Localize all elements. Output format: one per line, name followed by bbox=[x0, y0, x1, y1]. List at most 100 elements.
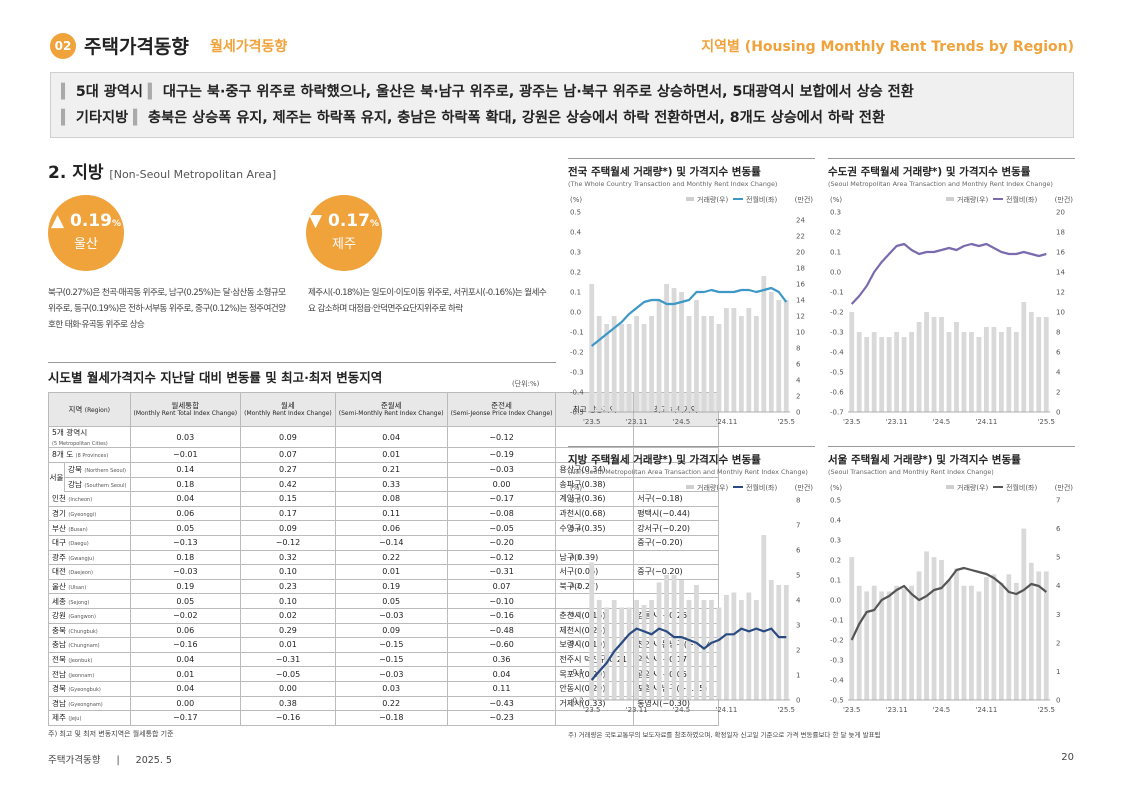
value-cell: 0.29 bbox=[240, 622, 336, 639]
value-cell: −0.08 bbox=[446, 505, 557, 522]
footer: 주택가격동향 | 2025. 5 bbox=[48, 752, 172, 766]
value-cell: −0.17 bbox=[446, 491, 557, 507]
y-tick-label: -0.1 bbox=[830, 289, 844, 297]
volume-bar bbox=[916, 322, 922, 412]
value-cell: 0.01 bbox=[240, 637, 336, 653]
summary-line: ▍ 기타지방 ▍ 충북은 상승폭 유지, 제주는 하락폭 유지, 충남은 하락폭 확… bbox=[61, 105, 1063, 131]
y-tick-label: -0.4 bbox=[830, 677, 844, 685]
y-tick-label: 0.4 bbox=[570, 525, 582, 533]
volume-bar bbox=[738, 316, 744, 412]
volume-bar bbox=[746, 308, 752, 412]
chart-panel-2: 지방 주택월세 거래량*) 및 가격지수 변동률 (Non-Seoul Metr… bbox=[568, 446, 815, 718]
chart-panel-0: 전국 주택월세 거래량*) 및 가격지수 변동률 (The Whole Coun… bbox=[568, 158, 815, 430]
volume-bar bbox=[954, 322, 959, 412]
right-unit-label: (만건) bbox=[1055, 483, 1074, 492]
change-rate-line bbox=[590, 627, 787, 681]
highlight-unit: % bbox=[369, 219, 379, 229]
volume-bar bbox=[1021, 528, 1027, 700]
volume-bar bbox=[939, 560, 944, 700]
volume-bar bbox=[731, 308, 737, 412]
volume-bar bbox=[694, 300, 699, 412]
y2-tick-label: 14 bbox=[1056, 269, 1065, 277]
volume-bar bbox=[619, 607, 625, 700]
value-cell: 0.01 bbox=[334, 564, 448, 580]
volume-bar bbox=[901, 337, 907, 412]
volume-bar bbox=[849, 312, 855, 412]
y2-tick-label: 16 bbox=[1056, 249, 1065, 257]
page-topic-label: 지역별 (Housing Monthly Rent Trends by Regi… bbox=[701, 39, 1074, 55]
section-title-text: 2. 지방 bbox=[48, 163, 104, 183]
value-cell: 0.22 bbox=[334, 549, 448, 566]
region-cell: 대구 (Daegu) bbox=[48, 534, 131, 551]
volume-bar bbox=[679, 292, 684, 412]
y-tick-label: 0.0 bbox=[570, 309, 581, 317]
value-cell: 0.17 bbox=[240, 505, 336, 522]
change-rate-line bbox=[850, 242, 1047, 305]
region-name: 인천 bbox=[52, 494, 66, 504]
region-name: 강원 bbox=[52, 611, 66, 621]
value-cell: 0.09 bbox=[334, 622, 448, 639]
y-tick-label: -0.7 bbox=[830, 409, 844, 417]
legend-bar-label: 거래량(우) bbox=[697, 195, 728, 204]
region-cell: 인천 (Incheon) bbox=[48, 491, 131, 507]
y2-tick-label: 4 bbox=[796, 377, 801, 385]
y-tick-label: 0.3 bbox=[830, 209, 841, 217]
value-cell: 0.08 bbox=[334, 491, 448, 507]
value-cell: −0.12 bbox=[446, 426, 557, 448]
highlight-desc: 제주시(-0.18%)는 일도이·이도이동 위주로, 서귀포시(-0.16%)는… bbox=[308, 288, 547, 314]
highlight-unit: % bbox=[111, 219, 121, 229]
summary-text: 대구는 북·중구 위주로 하락했으나, 울산은 북·남구 위주로, 광주는 남·… bbox=[162, 84, 914, 100]
y-tick-label: 0.2 bbox=[830, 229, 841, 237]
y-tick-label: 0.3 bbox=[830, 537, 841, 545]
x-tick-label: '25.5 bbox=[778, 418, 796, 426]
summary-line: ▍ 5대 광역시 ▍ 대구는 북·중구 위주로 하락했으나, 울산은 북·남구 위주… bbox=[61, 79, 1063, 105]
value-cell: 0.06 bbox=[129, 622, 242, 639]
volume-bar bbox=[1013, 332, 1019, 412]
volume-bar bbox=[671, 288, 677, 412]
value-cell: −0.17 bbox=[129, 710, 242, 726]
y2-tick-label: 0 bbox=[1056, 409, 1060, 417]
volume-bar bbox=[1006, 574, 1012, 700]
region-en: (5 Metropolitan Cities) bbox=[52, 441, 108, 447]
volume-bar bbox=[1028, 562, 1034, 700]
highlight-desc: 북구(0.27%)은 천곡·매곡동 위주로, 남구(0.25%)는 달·삼산동 … bbox=[48, 288, 286, 330]
volume-bar bbox=[954, 568, 959, 700]
y-tick-label: -0.4 bbox=[570, 389, 584, 397]
volume-bar bbox=[1021, 302, 1027, 412]
y-tick-label: -0.2 bbox=[570, 349, 584, 357]
legend-bar-swatch bbox=[946, 485, 954, 489]
value-cell: −0.12 bbox=[240, 534, 336, 551]
y-tick-label: -0.2 bbox=[830, 309, 844, 317]
footer-separator: | bbox=[116, 755, 120, 766]
volume-bar bbox=[649, 600, 654, 700]
volume-bar bbox=[886, 337, 892, 412]
region-name: 경북 bbox=[52, 684, 66, 694]
volume-bar bbox=[596, 316, 602, 412]
y2-tick-label: 6 bbox=[1056, 349, 1061, 357]
col-header-semi-jeonse: 준전세 (Semi-Jeonse Price Index Change) bbox=[446, 392, 557, 427]
volume-bar bbox=[753, 600, 759, 700]
col-header-text: 지역 bbox=[68, 404, 83, 414]
summary-text: 충북은 상승폭 유지, 제주는 하락폭 유지, 충남은 하락폭 확대, 강원은 … bbox=[148, 110, 885, 126]
volume-bar bbox=[1013, 582, 1019, 700]
highlight-number: 0.19 bbox=[70, 211, 112, 231]
col-header-region: 지역 (Region) bbox=[48, 392, 131, 427]
y-tick-label: 0.1 bbox=[830, 577, 841, 585]
page-subtitle: 월세가격동향 bbox=[210, 39, 288, 55]
value-cell: 0.04 bbox=[334, 426, 448, 448]
highlight-value: ▼ 0.17% bbox=[306, 211, 382, 231]
y-tick-label: 0.5 bbox=[570, 497, 581, 505]
volume-bar bbox=[924, 312, 929, 412]
x-tick-label: '25.5 bbox=[1038, 418, 1056, 426]
col-header-en: (Monthly Rent Index Change) bbox=[244, 410, 332, 417]
x-tick-label: '24.5 bbox=[673, 418, 691, 426]
value-cell: 0.27 bbox=[240, 461, 336, 478]
y2-tick-label: 10 bbox=[1056, 309, 1065, 317]
volume-bar bbox=[626, 607, 632, 700]
volume-bar bbox=[768, 580, 774, 700]
value-cell: −0.05 bbox=[446, 520, 557, 536]
footer-title: 주택가격동향 bbox=[48, 755, 101, 766]
volume-bar bbox=[946, 580, 952, 700]
y2-tick-label: 1 bbox=[796, 672, 800, 680]
